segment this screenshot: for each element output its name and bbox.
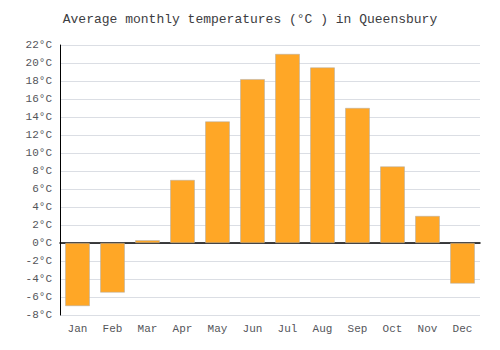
svg-text:-4°C: -4°C xyxy=(26,273,53,285)
svg-text:-8°C: -8°C xyxy=(26,309,53,321)
svg-text:Jan: Jan xyxy=(68,323,88,335)
svg-text:18°C: 18°C xyxy=(26,75,53,87)
svg-text:Jul: Jul xyxy=(278,323,298,335)
svg-text:22°C: 22°C xyxy=(26,39,53,51)
svg-text:Mar: Mar xyxy=(138,323,158,335)
svg-text:-6°C: -6°C xyxy=(26,291,53,303)
svg-text:8°C: 8°C xyxy=(32,165,52,177)
svg-text:10°C: 10°C xyxy=(26,147,53,159)
svg-text:14°C: 14°C xyxy=(26,111,53,123)
svg-text:-2°C: -2°C xyxy=(26,255,53,267)
svg-text:Oct: Oct xyxy=(383,323,403,335)
svg-text:Dec: Dec xyxy=(453,323,473,335)
svg-text:20°C: 20°C xyxy=(26,57,53,69)
svg-text:12°C: 12°C xyxy=(26,129,53,141)
svg-text:6°C: 6°C xyxy=(32,183,52,195)
svg-text:Average monthly temperatures (: Average monthly temperatures (°C ) in Qu… xyxy=(63,12,438,27)
svg-text:2°C: 2°C xyxy=(32,219,52,231)
svg-text:0°C: 0°C xyxy=(32,237,52,249)
svg-text:16°C: 16°C xyxy=(26,93,53,105)
svg-text:Sep: Sep xyxy=(348,323,368,335)
svg-text:Aug: Aug xyxy=(313,323,333,335)
svg-text:Nov: Nov xyxy=(418,323,438,335)
svg-text:May: May xyxy=(208,323,228,335)
svg-text:Feb: Feb xyxy=(103,323,123,335)
svg-text:Jun: Jun xyxy=(243,323,263,335)
svg-text:4°C: 4°C xyxy=(32,201,52,213)
svg-text:Apr: Apr xyxy=(173,323,193,335)
